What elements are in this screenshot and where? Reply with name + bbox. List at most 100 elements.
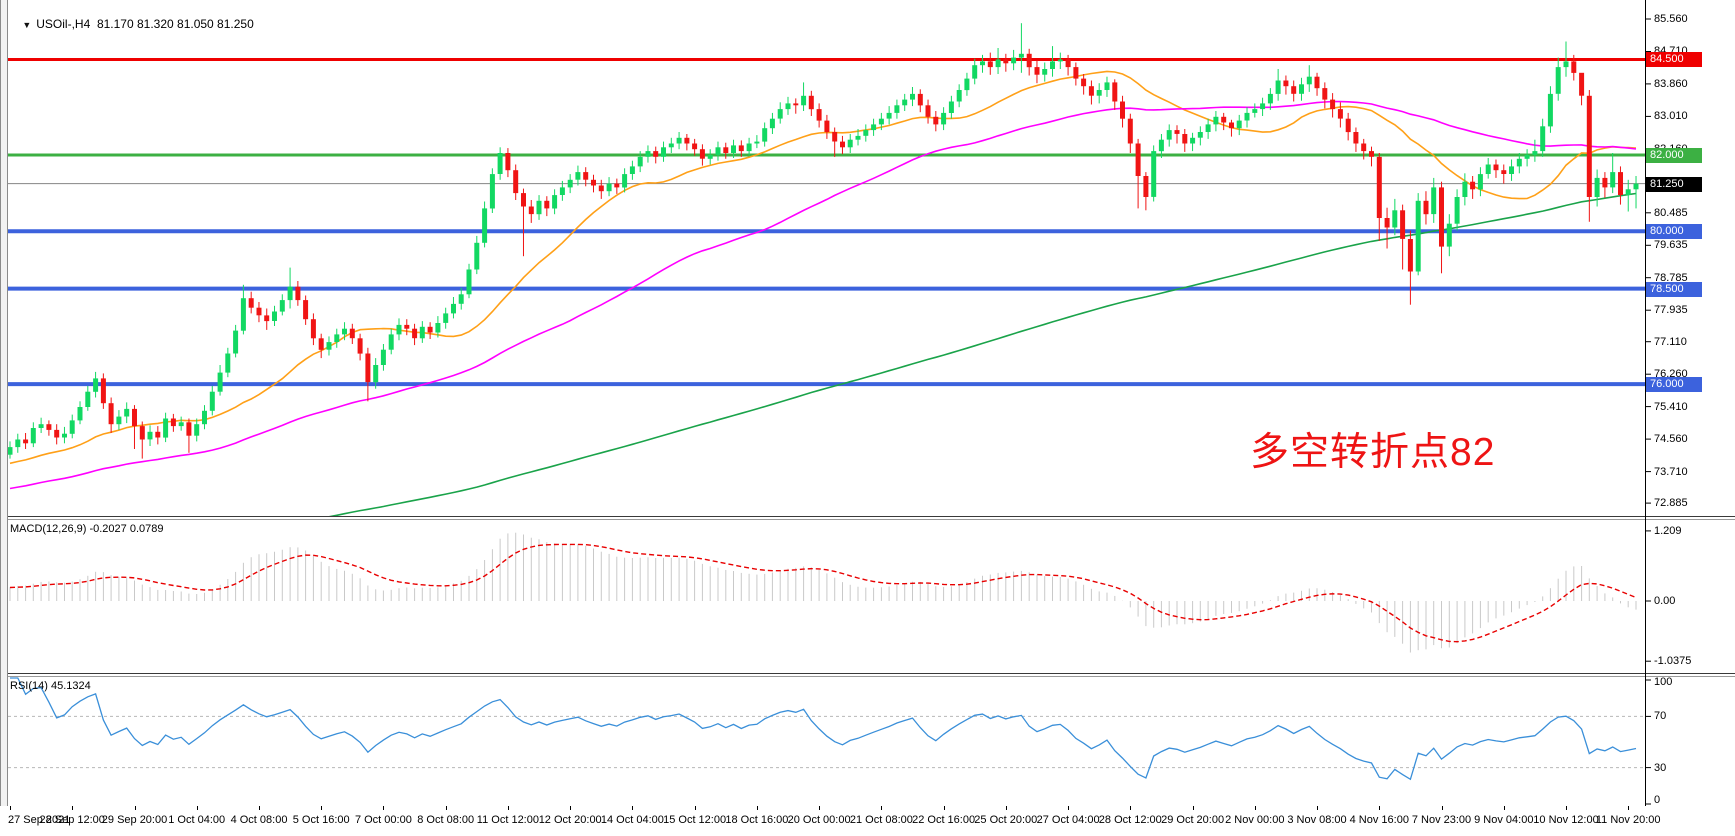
macd-tick-label: 1.209 (1654, 524, 1682, 537)
candle-body (1229, 122, 1234, 129)
chart-annotation: 多空转折点82 (1250, 431, 1496, 474)
candle-body (847, 139, 853, 148)
hline-price-badge: 82.000 (1646, 147, 1702, 163)
candle-body (303, 300, 309, 320)
rsi-pane[interactable] (0, 676, 1735, 806)
candle-body (917, 93, 923, 106)
time-label: 29 Oct 20:00 (1161, 814, 1225, 826)
candle-body (552, 195, 558, 209)
candle-body (1314, 76, 1320, 89)
candle-body (1470, 181, 1476, 190)
candle-body (1384, 218, 1390, 228)
pane-splitter (0, 519, 1735, 520)
candle-body (287, 286, 293, 301)
candle-body (1120, 101, 1125, 119)
candle-body (1509, 166, 1514, 174)
candle-body (132, 408, 137, 427)
macd-indicator-label: MACD(12,26,9) -0.2027 0.0789 (10, 523, 164, 535)
candle-body (933, 116, 939, 125)
candle-body (326, 342, 332, 350)
ma-line-slow (324, 192, 1637, 517)
rsi-line (10, 677, 1637, 781)
time-tick-mark (881, 806, 883, 810)
candle-body (1143, 176, 1149, 197)
time-axis[interactable]: 27 Sep 2021 28 Sep 12:00 29 Sep 20:00 1 Oct… (0, 806, 1735, 836)
candle-body (653, 151, 659, 157)
candle-body (404, 324, 410, 329)
rsi-tick-label: 0 (1654, 794, 1661, 806)
candle-body (606, 183, 612, 192)
time-tick-mark (1441, 806, 1443, 810)
price-tick-label: 72.885 (1654, 497, 1688, 510)
candle-body (388, 334, 394, 350)
price-tick-label: 80.485 (1654, 206, 1688, 219)
candle-body (1330, 99, 1336, 110)
price-tick-label: 75.410 (1654, 400, 1688, 413)
time-tick-mark (1628, 806, 1630, 810)
candle-body (832, 132, 838, 142)
candle-body (567, 179, 573, 188)
time-label: 22 Oct 16:00 (912, 814, 976, 826)
candle-body (637, 156, 643, 167)
candle-body (279, 300, 285, 312)
candle-body (1236, 120, 1242, 129)
candle-body (824, 120, 830, 133)
candle-body (785, 103, 791, 110)
time-label: 8 Oct 08:00 (417, 814, 475, 826)
candle-body (715, 147, 721, 155)
candle-body (1034, 67, 1040, 75)
candle-body (1205, 124, 1211, 132)
macd-pane[interactable] (0, 519, 1735, 673)
candle-body (15, 439, 21, 448)
candle-body (972, 65, 978, 79)
candle-body (964, 78, 970, 91)
candle-body (1532, 151, 1538, 155)
candle-body (54, 429, 60, 438)
candle-body (559, 187, 565, 195)
time-label: 4 Oct 08:00 (230, 814, 288, 826)
pane-splitter[interactable] (0, 516, 1735, 517)
candle-body (707, 155, 713, 159)
candle-body (1057, 59, 1063, 62)
candle-body (1096, 90, 1102, 96)
pane-splitter[interactable] (0, 673, 1735, 674)
time-tick-mark (72, 806, 74, 810)
candle-body (248, 298, 254, 308)
candle-body (941, 112, 947, 125)
candle-body (731, 145, 736, 153)
candle-body (1361, 143, 1367, 152)
hline-price-badge: 84.500 (1646, 52, 1702, 68)
candle-body (93, 378, 99, 392)
candle-body (365, 353, 371, 383)
macd-signal-line (9, 543, 1637, 643)
candle-body (987, 61, 993, 68)
collapse-arrow-icon[interactable]: ▼ (22, 20, 32, 30)
candle-body (116, 416, 122, 425)
candle-body (1345, 118, 1351, 133)
price-tick-label: 83.860 (1654, 77, 1688, 90)
candle-body (738, 145, 744, 152)
time-label: 21 Oct 08:00 (849, 814, 913, 826)
candle-body (1322, 88, 1328, 100)
time-tick-mark (134, 806, 136, 810)
time-label: 7 Oct 00:00 (354, 814, 412, 826)
candle-body (69, 420, 75, 434)
candle-body (225, 353, 231, 373)
candle-body (661, 147, 666, 157)
price-axis-border (1645, 0, 1646, 806)
candle-body (1625, 189, 1631, 195)
price-pane[interactable] (0, 0, 1735, 517)
candle-body (1415, 200, 1421, 272)
candle-body (1337, 109, 1343, 119)
time-tick-mark (259, 806, 260, 810)
candle-body (1244, 112, 1250, 121)
symbol-ohlc-label: ▼ USOil-,H4 81.170 81.320 81.050 81.250 (9, 3, 253, 45)
candle-body (1586, 95, 1592, 197)
candle-body (598, 185, 604, 192)
time-tick-mark (321, 806, 323, 810)
candle-body (443, 313, 449, 323)
candle-body (925, 105, 931, 117)
price-tick-label: 77.935 (1654, 304, 1688, 317)
candle-body (1050, 61, 1055, 69)
candle-body (419, 326, 425, 339)
